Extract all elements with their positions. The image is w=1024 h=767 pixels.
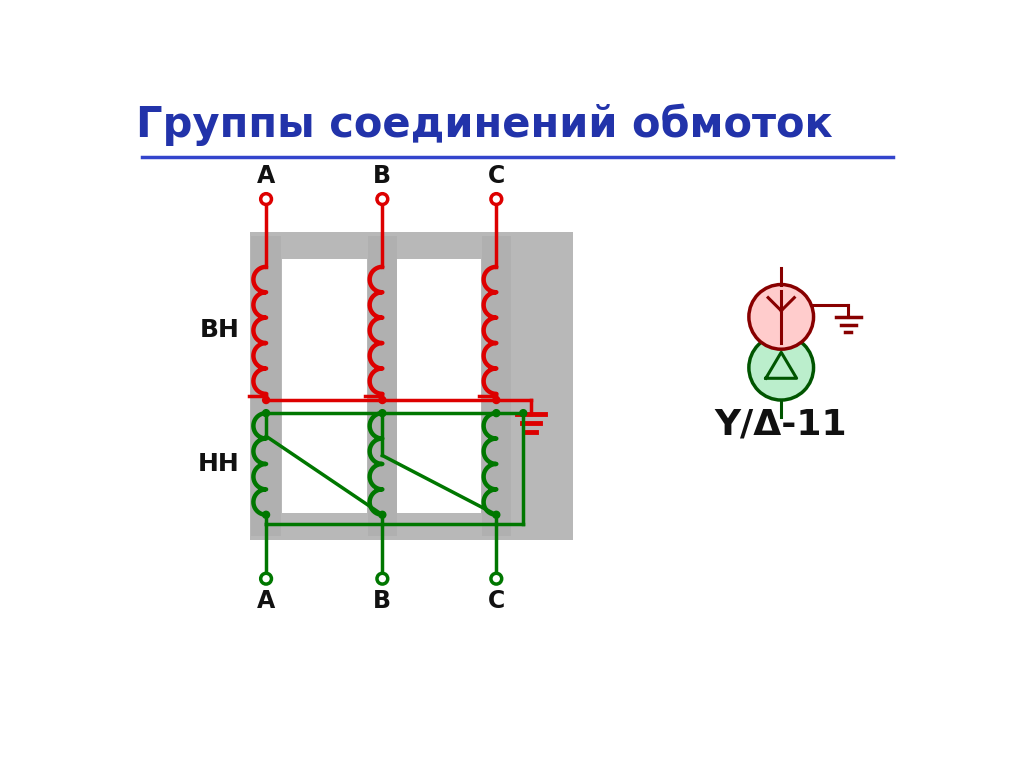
Text: B: B	[374, 164, 391, 188]
Text: Y/Δ-11: Y/Δ-11	[715, 408, 848, 442]
Bar	[252, 236, 281, 536]
Text: B: B	[374, 590, 391, 614]
Text: ВН: ВН	[200, 318, 240, 342]
Circle shape	[262, 512, 269, 518]
Text: C: C	[487, 164, 505, 188]
Bar	[368, 236, 397, 536]
Text: A: A	[257, 590, 275, 614]
Circle shape	[262, 410, 269, 416]
Circle shape	[490, 573, 502, 584]
Circle shape	[377, 194, 388, 205]
Text: НН: НН	[199, 452, 240, 476]
Circle shape	[379, 410, 386, 416]
Circle shape	[493, 397, 500, 403]
Circle shape	[520, 410, 526, 416]
Text: A: A	[257, 164, 275, 188]
Bar	[396, 259, 481, 513]
Text: C: C	[487, 590, 505, 614]
Circle shape	[261, 194, 271, 205]
Circle shape	[749, 335, 813, 400]
Text: Группы соединений обмоток: Группы соединений обмоток	[136, 103, 834, 146]
Circle shape	[493, 410, 500, 416]
Circle shape	[261, 573, 271, 584]
Circle shape	[262, 397, 269, 403]
Circle shape	[493, 512, 500, 518]
Circle shape	[379, 512, 386, 518]
Bar	[481, 236, 511, 536]
Circle shape	[379, 397, 386, 403]
Bar	[250, 232, 573, 540]
Bar	[283, 259, 367, 513]
Circle shape	[490, 194, 502, 205]
Circle shape	[749, 285, 813, 349]
Circle shape	[377, 573, 388, 584]
